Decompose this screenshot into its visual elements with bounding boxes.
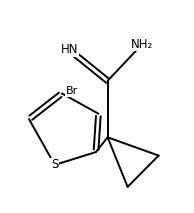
Text: NH₂: NH₂ <box>131 38 153 51</box>
Text: HN: HN <box>60 43 78 56</box>
Text: S: S <box>51 158 58 171</box>
Text: Br: Br <box>65 86 78 96</box>
